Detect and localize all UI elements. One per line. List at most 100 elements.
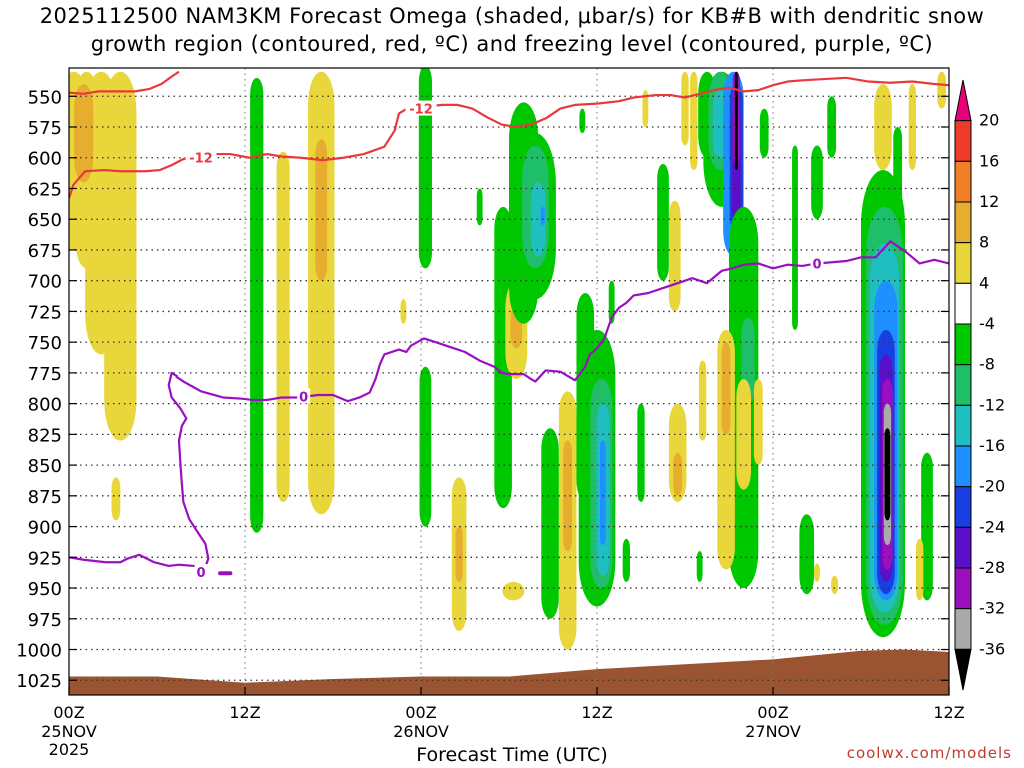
- omega-cell: [642, 90, 649, 128]
- colorbar-bin: [954, 79, 972, 122]
- colorbar-bin: [954, 323, 972, 366]
- x-tick-date: 27NOV: [745, 722, 801, 741]
- colorbar-bin: [954, 486, 972, 528]
- colorbar-bin: [954, 526, 972, 569]
- colorbar-bin: [954, 242, 972, 284]
- contour-label: 0: [196, 566, 205, 581]
- omega-cell: [753, 379, 763, 466]
- omega-cell: [494, 206, 512, 509]
- contour-line: [69, 70, 180, 95]
- colorbar-label: -36: [979, 639, 1005, 658]
- omega-cell: [681, 71, 689, 146]
- omega-cell: [811, 145, 823, 220]
- omega-cell: [541, 428, 559, 619]
- omega-cell: [455, 526, 463, 582]
- contours: -12 -12 0 0 0: [69, 70, 949, 581]
- omega-cell: [104, 71, 137, 441]
- colorbar-label: -4: [979, 314, 995, 333]
- contour-label-bg: [405, 100, 437, 116]
- omega-cell: [792, 145, 798, 330]
- x-tick-label: 00Z: [757, 703, 788, 722]
- y-tick-label: 775: [28, 364, 62, 385]
- omega-cell: [908, 83, 916, 171]
- colorbar-label: -16: [979, 436, 1005, 455]
- omega-cell: [937, 71, 947, 109]
- x-tick-date: 25NOV: [41, 722, 97, 741]
- colorbar-label: -32: [979, 599, 1005, 618]
- omega-cell: [563, 440, 573, 552]
- omega-cell: [668, 200, 681, 312]
- contour-label-bg: [810, 255, 824, 271]
- y-tick-label: 675: [28, 241, 62, 262]
- x-axis-label: Forecast Time (UTC): [416, 744, 608, 766]
- x-tick-label: 00Z: [53, 703, 84, 722]
- y-tick-label: 600: [28, 149, 62, 170]
- colorbar-label: -28: [979, 558, 1005, 577]
- contour-line: [175, 240, 949, 403]
- colorbar-bin: [954, 445, 972, 488]
- colorbar-bin: [954, 201, 972, 244]
- terrain: [69, 649, 949, 695]
- omega-cell: [827, 96, 837, 158]
- colorbar-label: -20: [979, 477, 1005, 496]
- colorbar-bin: [954, 404, 972, 447]
- colorbar: 20 16 12 8 4 -4 -8 -12 -16 -20 -24 -28 -32 -36: [954, 79, 1005, 691]
- omega-cell: [698, 360, 707, 441]
- omega-cell: [622, 538, 630, 582]
- y-tick-label: 750: [28, 333, 62, 354]
- omega-cell: [476, 188, 483, 226]
- omega-cell: [608, 280, 615, 324]
- contour-label-bg: [194, 564, 208, 580]
- x-tick-label: 12Z: [229, 703, 260, 722]
- colorbar-label: -8: [979, 355, 995, 374]
- omega-cell: [276, 151, 290, 502]
- omega-cell: [830, 575, 839, 595]
- omega-cell: [814, 563, 820, 582]
- omega-cell: [690, 71, 698, 171]
- omega-cell: [637, 403, 645, 502]
- omega-cell: [657, 163, 669, 281]
- colorbar-bin: [954, 282, 972, 325]
- omega-cell: [419, 366, 432, 527]
- omega-cell: [884, 428, 891, 521]
- y-tick-label: 625: [28, 179, 62, 200]
- y-tick-label: 900: [28, 518, 62, 539]
- contour-label: 0: [812, 257, 821, 272]
- x-tick-year: 2025: [49, 740, 90, 759]
- omega-cell: [799, 514, 815, 595]
- colorbar-label: 20: [979, 111, 999, 130]
- colorbar-label: -24: [979, 517, 1005, 536]
- omega-cell: [734, 71, 738, 171]
- y-tick-label: 875: [28, 487, 62, 508]
- omega-cell: [759, 108, 769, 158]
- chart-title-line1: 2025112500 NAM3KM Forecast Omega (shaded…: [39, 4, 985, 28]
- omega-cell: [502, 581, 525, 601]
- contour-label-bg: [185, 149, 217, 165]
- x-tick-label: 00Z: [405, 703, 436, 722]
- y-tick-label: 825: [28, 425, 62, 446]
- plot-frame: [68, 67, 950, 696]
- omega-cell: [599, 440, 606, 546]
- colorbar-bin: [954, 608, 972, 650]
- chart-title-line2: growth region (contoured, red, ºC) and f…: [90, 32, 934, 56]
- omega-cell: [696, 551, 703, 582]
- credit-text: coolwx.com/models: [846, 744, 1012, 762]
- y-tick-label: 575: [28, 118, 62, 139]
- omega-cell: [916, 538, 924, 601]
- omega-cell: [531, 182, 546, 257]
- y-tick-label: 1025: [16, 671, 62, 692]
- x-tick-label: 12Z: [581, 703, 612, 722]
- omega-cell: [736, 379, 751, 490]
- contour-label: -12: [409, 103, 433, 118]
- y-tick-label: 550: [28, 87, 62, 108]
- colorbar-label: 4: [979, 273, 989, 292]
- y-axis: 550 575 600 625 650 675 700 725 750 775 800 825 850 8…: [16, 87, 949, 692]
- colorbar-label: 16: [979, 151, 999, 170]
- y-tick-label: 975: [28, 610, 62, 631]
- colorbar-label: -12: [979, 395, 1005, 414]
- colorbar-label: 12: [979, 192, 999, 211]
- omega-cell: [418, 68, 432, 269]
- omega-cell: [111, 477, 121, 521]
